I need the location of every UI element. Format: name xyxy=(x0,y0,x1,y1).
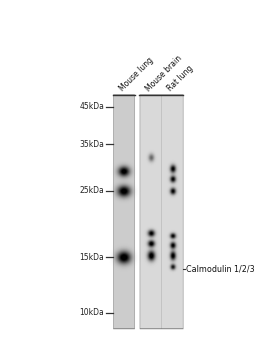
Text: 35kDa: 35kDa xyxy=(79,140,104,149)
Text: Mouse brain: Mouse brain xyxy=(144,54,184,93)
Text: 45kDa: 45kDa xyxy=(79,102,104,111)
Text: 10kDa: 10kDa xyxy=(80,308,104,317)
Text: 25kDa: 25kDa xyxy=(80,187,104,196)
Text: 15kDa: 15kDa xyxy=(80,253,104,262)
Text: Calmodulin 1/2/3: Calmodulin 1/2/3 xyxy=(186,265,255,274)
Text: Mouse lung: Mouse lung xyxy=(117,56,155,93)
Text: Rat lung: Rat lung xyxy=(166,64,195,93)
